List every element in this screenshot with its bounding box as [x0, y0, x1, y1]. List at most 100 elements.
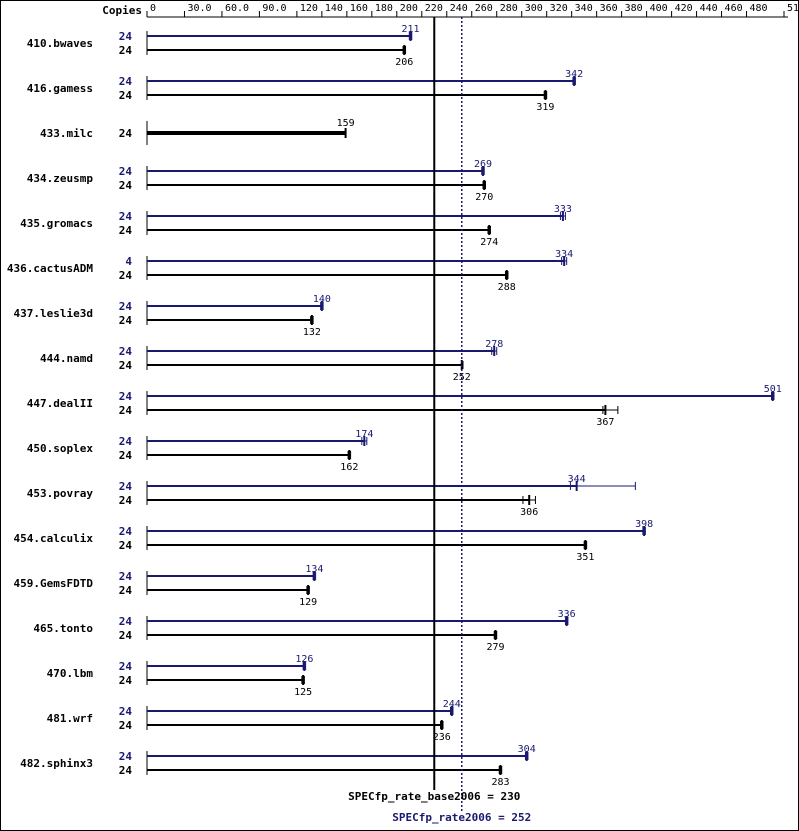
peak-copies: 24 — [119, 480, 133, 493]
peak-copies: 24 — [119, 390, 133, 403]
base-value-label: 129 — [299, 597, 317, 608]
benchmark-name: 410.bwaves — [27, 37, 93, 50]
peak-copies: 24 — [119, 75, 133, 88]
benchmark-row: 444.namd2427824252 — [40, 339, 503, 383]
x-tick-label: 300 — [525, 3, 543, 14]
base-value-label: 288 — [498, 282, 516, 293]
base-value-label: 162 — [340, 462, 358, 473]
peak-value-label: 304 — [518, 744, 536, 755]
peak-copies: 24 — [119, 345, 133, 358]
peak-value-label: 333 — [554, 204, 572, 215]
base-copies: 24 — [119, 44, 133, 57]
base-copies: 24 — [119, 89, 133, 102]
x-tick-label: 0 — [150, 3, 156, 14]
x-tick-label: 480 — [750, 3, 768, 14]
benchmark-name: 447.dealII — [27, 397, 93, 410]
x-tick-label: 360 — [600, 3, 618, 14]
benchmark-name: 444.namd — [40, 352, 93, 365]
peak-value-label: 336 — [558, 609, 576, 620]
x-tick-label: 510 — [787, 3, 799, 14]
benchmark-row: 437.leslie3d 24 140 24 132 — [14, 294, 331, 338]
x-tick-label: 380 — [625, 3, 643, 14]
benchmark-name: 433.milc — [40, 127, 93, 140]
x-tick-label: 90.0 — [262, 3, 286, 14]
benchmark-row: 481.wrf 24 244 24 236 — [47, 699, 461, 743]
benchmark-name: 434.zeusmp — [27, 172, 94, 185]
benchmark-row: 410.bwaves 24 211 24 206 — [27, 24, 420, 68]
peak-value-label: 269 — [474, 159, 492, 170]
x-tick-label: 340 — [575, 3, 593, 14]
x-axis: 0 30.0 60.0 90.0 120 140 160 180 200 220 240 260 280… — [146, 3, 799, 18]
peak-copies: 24 — [119, 210, 133, 223]
copies-header: Copies — [102, 4, 142, 17]
benchmark-row: 436.cactusADM 4 334 24 288 — [7, 249, 573, 293]
base-copies: 24 — [119, 764, 133, 777]
benchmark-row: 416.gamess 24 342 24 319 — [27, 69, 583, 113]
summary-peak-label: SPECfp_rate2006 = 252 — [392, 811, 531, 824]
benchmark-name: 435.gromacs — [20, 217, 93, 230]
x-tick-label: 220 — [425, 3, 443, 14]
benchmark-name: 450.soplex — [27, 442, 94, 455]
peak-value-label: 244 — [443, 699, 461, 710]
reference-lines — [433, 17, 463, 811]
base-copies: 24 — [119, 584, 133, 597]
x-tick-label: 460 — [725, 3, 743, 14]
peak-copies: 4 — [125, 255, 132, 268]
benchmark-name: 470.lbm — [47, 667, 94, 680]
x-tick-label: 30.0 — [187, 3, 211, 14]
peak-value-label: 140 — [313, 294, 331, 305]
benchmark-name: 482.sphinx3 — [20, 757, 93, 770]
base-copies: 24 — [119, 359, 133, 372]
base-copies: 24 — [119, 494, 133, 507]
peak-value-label: 501 — [764, 384, 782, 395]
peak-copies: 24 — [119, 525, 133, 538]
benchmark-row: 435.gromacs 24 333 24 274 — [20, 204, 572, 248]
x-tick-label: 280 — [500, 3, 518, 14]
peak-value-label: 134 — [305, 564, 323, 575]
benchmark-name: 416.gamess — [27, 82, 93, 95]
peak-copies: 24 — [119, 615, 133, 628]
base-value-label: 270 — [475, 192, 493, 203]
benchmark-name: 437.leslie3d — [14, 307, 93, 320]
base-copies: 24 — [119, 179, 133, 192]
peak-value-label: 126 — [295, 654, 313, 665]
benchmark-row: 459.GemsFDTD 24 134 24 129 — [14, 564, 324, 608]
x-tick-label: 180 — [375, 3, 393, 14]
benchmark-name: 453.povray — [27, 487, 94, 500]
base-value-label: 125 — [294, 687, 312, 698]
benchmark-name: 459.GemsFDTD — [14, 577, 94, 590]
peak-value-label: 174 — [355, 429, 373, 440]
base-value-label: 206 — [395, 57, 413, 68]
base-value-label: 306 — [520, 507, 538, 518]
peak-value-label: 334 — [555, 249, 573, 260]
base-copies: 24 — [119, 719, 133, 732]
base-value-label: 367 — [596, 417, 614, 428]
x-tick-label: 120 — [300, 3, 318, 14]
base-copies: 24 — [119, 539, 133, 552]
peak-copies: 24 — [119, 750, 133, 763]
peak-copies: 24 — [119, 30, 133, 43]
base-copies: 24 — [119, 404, 133, 417]
peak-copies: 24 — [119, 165, 133, 178]
benchmark-name: 465.tonto — [33, 622, 93, 635]
benchmark-row: 434.zeusmp 24 269 24 270 — [27, 159, 494, 203]
benchmark-row: 482.sphinx3 24 304 24 283 — [20, 744, 536, 788]
benchmark-row: 470.lbm 24 126 24 125 — [47, 654, 314, 698]
peak-copies: 24 — [119, 435, 133, 448]
x-tick-label: 60.0 — [225, 3, 249, 14]
benchmark-row: 447.dealII 24 501 24 367 — [27, 384, 782, 428]
peak-value-label: 344 — [568, 474, 586, 485]
base-value-label: 132 — [303, 327, 321, 338]
benchmark-row: 454.calculix 24 398 24 351 — [14, 519, 654, 563]
peak-copies: 24 — [119, 570, 133, 583]
peak-copies: 24 — [119, 705, 133, 718]
peak-value-label: 398 — [635, 519, 653, 530]
benchmark-row: 453.povray 24 344 24 306 — [27, 474, 636, 518]
base-value-label: 274 — [480, 237, 498, 248]
benchmark-name: 436.cactusADM — [7, 262, 93, 275]
base-copies: 24 — [119, 449, 133, 462]
peak-value-label: 278 — [485, 339, 503, 350]
